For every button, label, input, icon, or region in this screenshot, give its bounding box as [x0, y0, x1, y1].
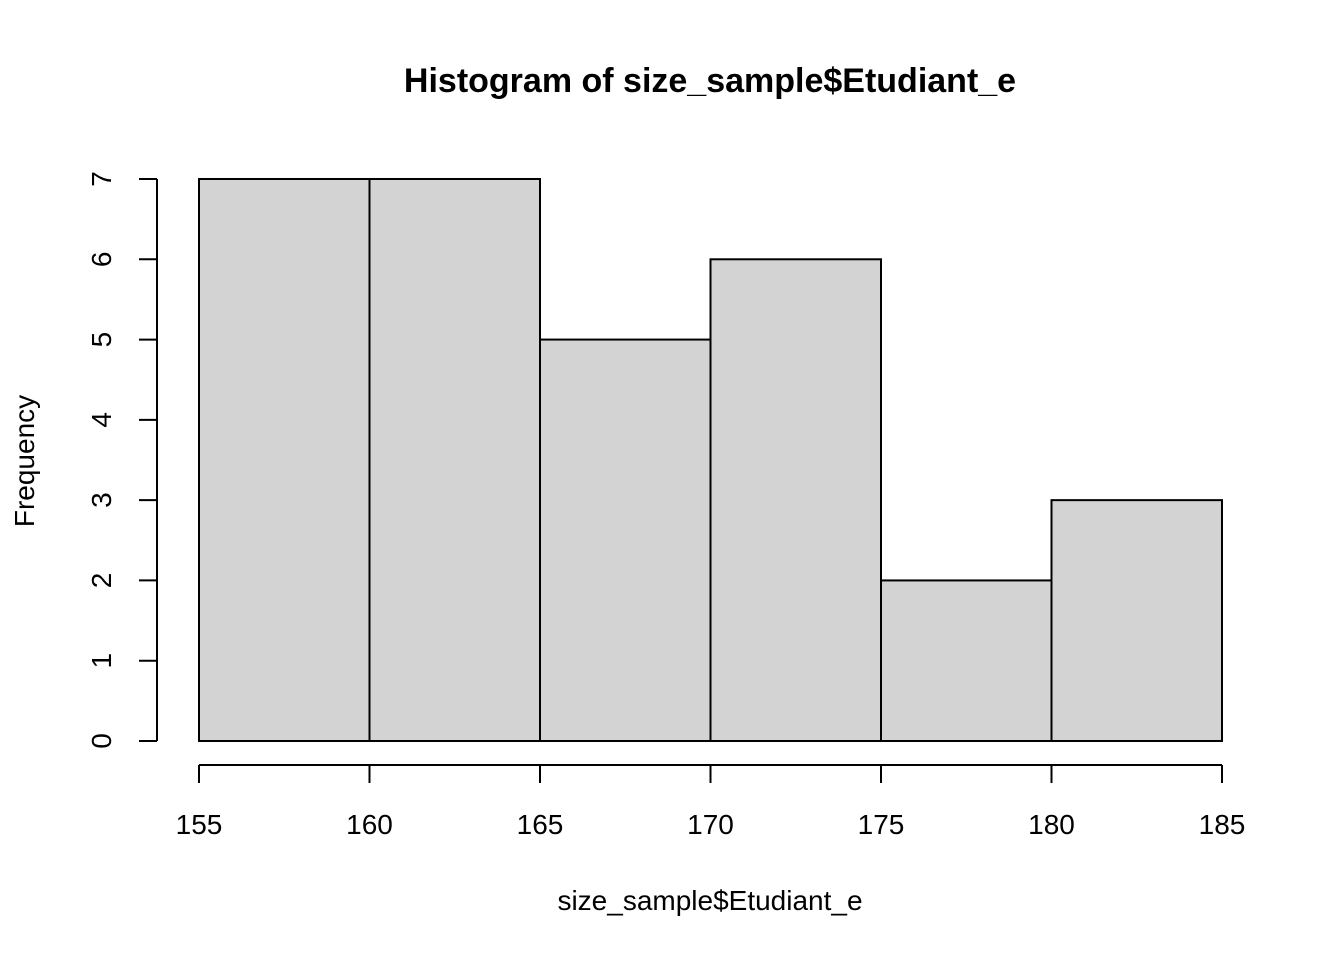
x-tick-label: 155	[176, 809, 223, 840]
histogram-bar	[709, 258, 882, 742]
y-tick-label: 5	[86, 332, 117, 348]
y-tick-label: 4	[86, 412, 117, 428]
y-axis: 0 1 2 3 4 5 6 7	[86, 171, 158, 749]
y-tick-label: 2	[86, 573, 117, 589]
chart-title: Histogram of size_sample$Etudiant_e	[404, 62, 1016, 100]
x-axis-title: size_sample$Etudiant_e	[557, 885, 862, 916]
x-axis: 155 160 165 170 175 180 185	[176, 764, 1246, 840]
y-tick-label: 3	[86, 492, 117, 508]
x-tick-label: 165	[517, 809, 564, 840]
histogram-bar	[539, 338, 712, 742]
x-tick-label: 170	[687, 809, 734, 840]
histogram-bar	[368, 178, 541, 742]
x-tick-label: 160	[346, 809, 393, 840]
histogram-bar	[1050, 499, 1223, 742]
y-tick-label: 6	[86, 251, 117, 267]
x-tick-label: 175	[858, 809, 905, 840]
y-tick-label: 0	[86, 733, 117, 749]
x-tick-label: 185	[1199, 809, 1246, 840]
histogram-bar	[880, 579, 1053, 743]
x-tick-label: 180	[1028, 809, 1075, 840]
histogram-bar	[198, 178, 371, 742]
y-tick-label: 7	[86, 171, 117, 187]
y-tick-label: 1	[86, 653, 117, 669]
y-axis-title: Frequency	[9, 395, 40, 527]
bars-group	[198, 178, 1223, 743]
